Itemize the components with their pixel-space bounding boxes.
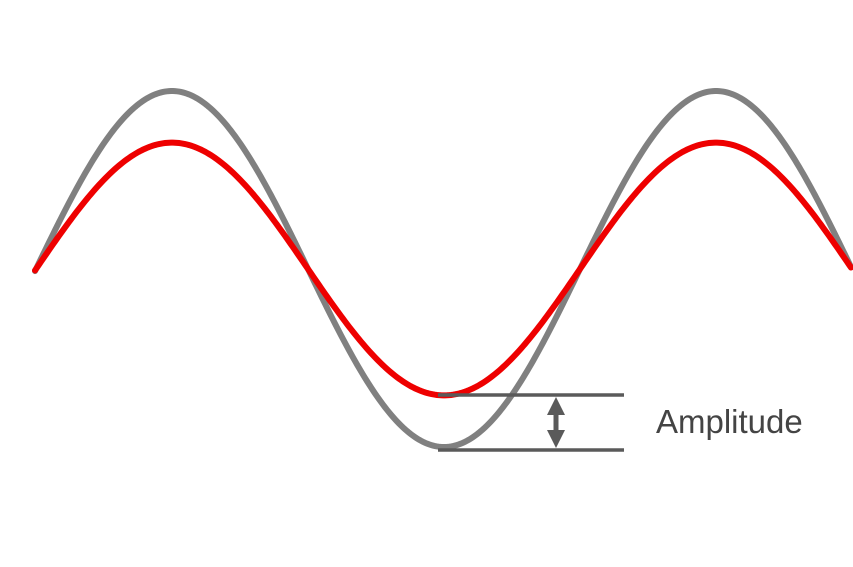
amplitude-marker bbox=[438, 393, 624, 452]
amplitude-label: Amplitude bbox=[656, 403, 803, 440]
sine-wave-large bbox=[32, 88, 853, 450]
sine-wave-small bbox=[32, 139, 853, 399]
double-headed-arrow-icon bbox=[547, 397, 565, 448]
